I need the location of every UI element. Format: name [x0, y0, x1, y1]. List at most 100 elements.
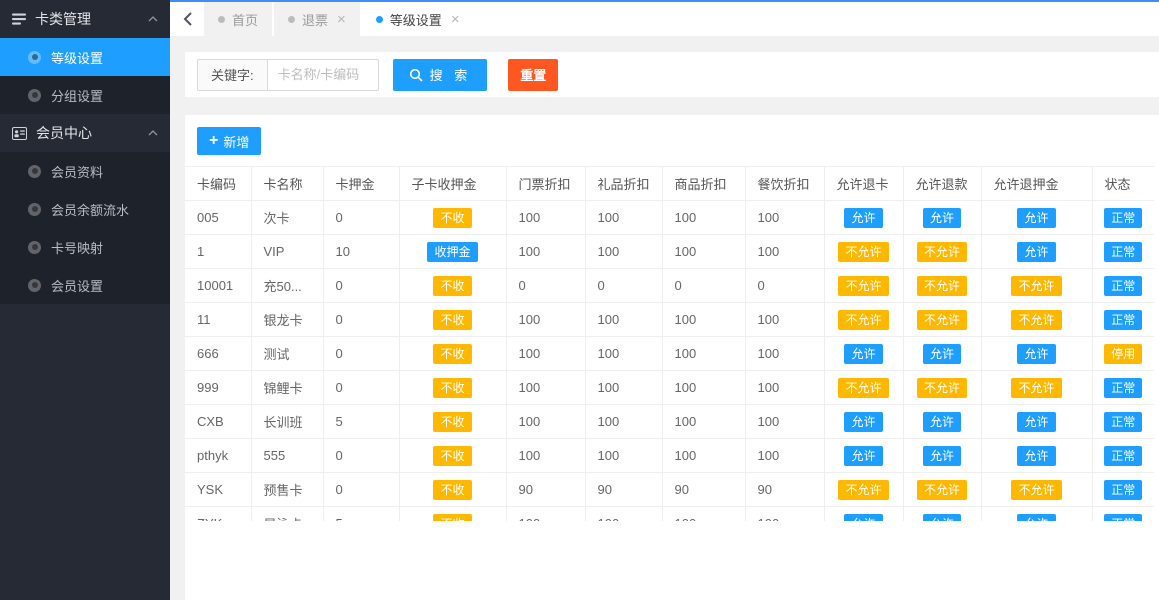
status-badge[interactable]: 正常 — [1104, 445, 1143, 466]
toggle-badge[interactable]: 允许 — [1017, 445, 1056, 466]
column-header-allow-refund-deposit: 允许退押金 — [981, 166, 1093, 201]
cell-card-deposit: 0 — [323, 472, 400, 507]
add-button[interactable]: + 新增 — [197, 127, 262, 155]
sidebar-item[interactable]: 卡号映射 — [0, 228, 170, 266]
cell-allow-refund-deposit: 不允许 — [981, 302, 1093, 337]
toggle-badge[interactable]: 不收 — [433, 445, 472, 466]
column-header-ticket-discount: 门票折扣 — [506, 166, 586, 201]
cell-allow-refund: 允许 — [903, 438, 982, 473]
toggle-badge[interactable]: 允许 — [922, 343, 961, 364]
cell-ticket-discount: 100 — [506, 404, 586, 439]
toggle-badge[interactable]: 不允许 — [1011, 275, 1062, 296]
sidebar-section-1[interactable]: 会员中心 — [0, 114, 170, 152]
toggle-badge[interactable]: 不收 — [433, 309, 472, 330]
toggle-badge[interactable]: 不允许 — [838, 241, 889, 262]
cell-status: 正常 — [1092, 370, 1154, 405]
cell-status: 正常 — [1092, 200, 1154, 235]
cell-allow-refund-card: 允许 — [824, 336, 904, 371]
toggle-badge[interactable]: 不允许 — [916, 309, 967, 330]
status-badge[interactable]: 正常 — [1104, 207, 1143, 228]
toggle-badge[interactable]: 允许 — [1017, 411, 1056, 432]
toggle-badge[interactable]: 不收 — [433, 207, 472, 228]
cell-goods-discount: 100 — [662, 506, 746, 521]
cell-status: 正常 — [1092, 302, 1154, 337]
sidebar-section-0[interactable]: 卡类管理 — [0, 0, 170, 38]
toggle-badge[interactable]: 不允许 — [916, 479, 967, 500]
cell-gift-discount: 100 — [585, 200, 663, 235]
toggle-badge[interactable]: 不收 — [433, 275, 472, 296]
tab-bar: 首页 退票 × 等级设置 × — [170, 0, 1159, 37]
sidebar-item[interactable]: 分组设置 — [0, 76, 170, 114]
back-button[interactable] — [170, 2, 204, 36]
cell-ticket-discount: 100 — [506, 302, 586, 337]
cell-card-deposit: 0 — [323, 268, 400, 303]
reset-button[interactable]: 重置 — [508, 58, 559, 91]
cell-card-name: 次卡 — [251, 200, 324, 235]
toggle-badge[interactable]: 允许 — [844, 207, 883, 228]
toggle-badge[interactable]: 允许 — [1017, 343, 1056, 364]
toggle-badge[interactable]: 不允许 — [838, 377, 889, 398]
cell-allow-refund-card: 不允许 — [824, 302, 904, 337]
toggle-badge[interactable]: 不允许 — [916, 241, 967, 262]
toggle-badge[interactable]: 不允许 — [838, 479, 889, 500]
status-badge[interactable]: 正常 — [1104, 411, 1143, 432]
toggle-badge[interactable]: 不允许 — [1011, 479, 1062, 500]
toggle-badge[interactable]: 允许 — [922, 445, 961, 466]
toggle-badge[interactable]: 不允许 — [838, 275, 889, 296]
toggle-badge[interactable]: 不允许 — [838, 309, 889, 330]
sidebar-item[interactable]: 会员余额流水 — [0, 190, 170, 228]
cell-ticket-discount: 100 — [506, 336, 586, 371]
cell-card-code: 1 — [185, 234, 252, 269]
sidebar-item[interactable]: 等级设置 — [0, 38, 170, 76]
sidebar-item[interactable]: 会员设置 — [0, 266, 170, 304]
toggle-badge[interactable]: 允许 — [922, 513, 961, 521]
tab-首页[interactable]: 首页 — [204, 2, 275, 36]
cell-dining-discount: 100 — [745, 506, 825, 521]
toggle-badge[interactable]: 不收 — [433, 411, 472, 432]
close-icon[interactable]: × — [450, 10, 460, 28]
tab-等级设置[interactable]: 等级设置 × — [361, 2, 476, 36]
cell-allow-refund: 不允许 — [903, 370, 982, 405]
toggle-badge[interactable]: 收押金 — [427, 241, 478, 262]
toggle-badge[interactable]: 不收 — [433, 513, 472, 521]
toggle-badge[interactable]: 允许 — [1017, 513, 1056, 521]
status-badge[interactable]: 正常 — [1104, 479, 1143, 500]
cell-card-name: 锦鲤卡 — [251, 370, 324, 405]
status-badge[interactable]: 正常 — [1104, 377, 1143, 398]
toggle-badge[interactable]: 允许 — [1017, 207, 1056, 228]
toggle-badge[interactable]: 允许 — [1017, 241, 1056, 262]
toggle-badge[interactable]: 不收 — [433, 377, 472, 398]
toggle-badge[interactable]: 允许 — [922, 207, 961, 228]
column-header-status: 状态 — [1092, 166, 1154, 201]
cell-card-deposit: 0 — [323, 302, 400, 337]
toggle-badge[interactable]: 不允许 — [916, 275, 967, 296]
cell-card-code: 10001 — [185, 268, 252, 303]
status-badge[interactable]: 正常 — [1104, 513, 1143, 521]
status-badge[interactable]: 停用 — [1104, 343, 1143, 364]
search-button[interactable]: 搜 索 — [392, 58, 488, 91]
toggle-badge[interactable]: 允许 — [844, 411, 883, 432]
toggle-badge[interactable]: 不允许 — [1011, 309, 1062, 330]
cell-allow-refund-card: 不允许 — [824, 268, 904, 303]
status-badge[interactable]: 正常 — [1104, 309, 1143, 330]
toggle-badge[interactable]: 不收 — [433, 343, 472, 364]
cell-subcard-deposit: 不收 — [399, 336, 507, 371]
circle-icon — [28, 164, 41, 178]
close-icon[interactable]: × — [337, 10, 346, 28]
toggle-badge[interactable]: 允许 — [922, 411, 961, 432]
sidebar-item[interactable]: 会员资料 — [0, 152, 170, 190]
keyword-input[interactable] — [267, 59, 378, 90]
toggle-badge[interactable]: 不允许 — [916, 377, 967, 398]
toggle-badge[interactable]: 允许 — [844, 445, 883, 466]
cell-subcard-deposit: 不收 — [399, 268, 507, 303]
sidebar-section-label: 会员中心 — [36, 125, 92, 141]
toggle-badge[interactable]: 不允许 — [1011, 377, 1062, 398]
toggle-badge[interactable]: 允许 — [844, 343, 883, 364]
status-badge[interactable]: 正常 — [1104, 275, 1143, 296]
cell-allow-refund-card: 不允许 — [824, 234, 904, 269]
status-badge[interactable]: 正常 — [1104, 241, 1143, 262]
toggle-badge[interactable]: 不收 — [433, 479, 472, 500]
toggle-badge[interactable]: 允许 — [844, 513, 883, 521]
sidebar-item-label: 会员余额流水 — [51, 202, 130, 218]
tab-退票[interactable]: 退票 × — [274, 2, 362, 36]
